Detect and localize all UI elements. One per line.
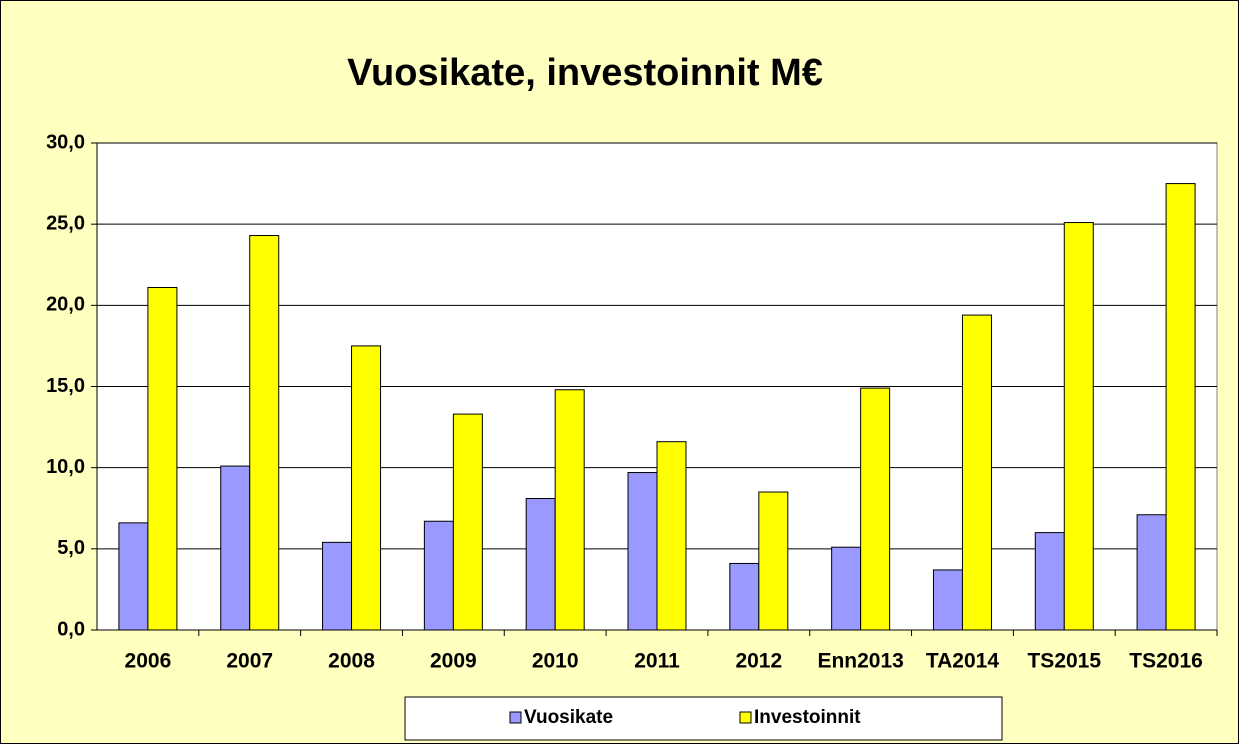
x-tick-label: 2009 — [430, 650, 477, 673]
bar — [860, 387, 891, 631]
x-tick-label: TS2015 — [1027, 650, 1101, 673]
bar — [452, 413, 483, 631]
y-tick-label: 20,0 — [46, 294, 85, 316]
x-tick-label: Enn2013 — [817, 650, 903, 673]
x-tick-label: TS2016 — [1129, 650, 1203, 673]
y-tick-label: 15,0 — [46, 375, 85, 397]
x-tick-label: TA2014 — [926, 650, 999, 673]
bar — [758, 491, 789, 631]
legend-swatch — [739, 711, 752, 724]
bar — [961, 314, 992, 631]
legend-swatch — [509, 711, 522, 724]
bar — [249, 235, 280, 631]
bar — [423, 520, 454, 631]
bar — [1165, 183, 1196, 631]
y-tick-label: 25,0 — [46, 212, 85, 234]
x-tick-label: 2012 — [735, 650, 782, 673]
y-tick-label: 0,0 — [57, 618, 85, 640]
bar — [147, 286, 178, 631]
bar — [525, 498, 556, 631]
y-tick-label: 10,0 — [46, 456, 85, 478]
bar — [1136, 514, 1167, 631]
x-tick-label: 2007 — [226, 650, 273, 673]
legend-label: Vuosikate — [524, 707, 613, 728]
bar — [932, 569, 963, 631]
legend-label: Investoinnit — [754, 707, 861, 728]
bar — [729, 562, 760, 631]
y-tick-label: 5,0 — [57, 537, 85, 559]
legend-box — [404, 696, 1003, 741]
bar — [1063, 222, 1094, 631]
bar — [831, 546, 862, 631]
x-tick-label: 2008 — [328, 650, 375, 673]
bar — [322, 541, 353, 631]
bar — [627, 472, 658, 631]
bar — [656, 441, 687, 631]
bar — [351, 345, 382, 631]
chart-title: Vuosikate, investoinnit M€ — [347, 52, 823, 94]
bar — [220, 465, 251, 631]
x-tick-label: 2010 — [532, 650, 579, 673]
bar — [118, 522, 149, 631]
x-tick-label: 2011 — [634, 650, 680, 673]
y-tick-label: 30,0 — [46, 131, 85, 153]
bar — [554, 389, 585, 631]
bar — [1034, 532, 1065, 631]
x-tick-label: 2006 — [125, 650, 172, 673]
